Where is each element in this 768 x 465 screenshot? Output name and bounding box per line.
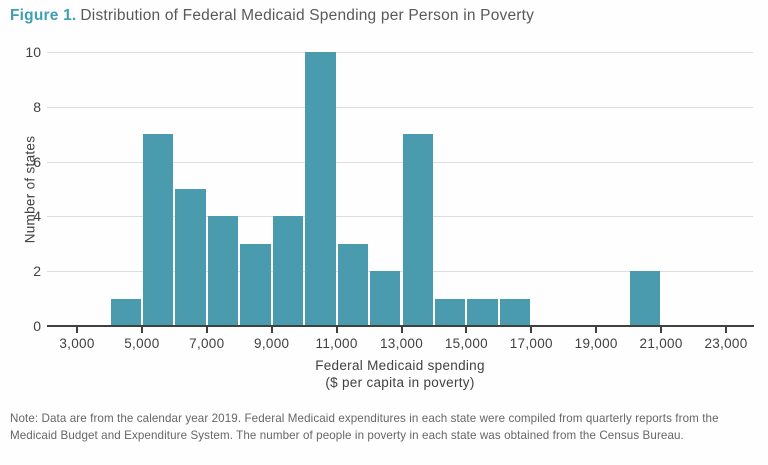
histogram-bar: [207, 216, 239, 326]
figure-title-text: Distribution of Federal Medicaid Spendin…: [80, 7, 535, 24]
x-tick-label: 21,000: [639, 336, 683, 351]
x-tick-mark: [400, 326, 403, 333]
x-tick-label: 7,000: [189, 336, 225, 351]
x-tick-label: 17,000: [509, 336, 553, 351]
x-tick-label: 15,000: [444, 336, 488, 351]
x-tick-mark: [140, 326, 143, 333]
gridline-y8: [47, 106, 753, 108]
gridline-y4: [47, 216, 753, 218]
x-tick-label: 5,000: [124, 336, 160, 351]
y-tick-label: 10: [25, 44, 41, 60]
x-tick-mark: [530, 326, 533, 333]
x-tick-label: 9,000: [254, 336, 290, 351]
histogram-bar: [370, 271, 401, 326]
x-tick-mark: [76, 326, 78, 333]
x-tick-label: 11,000: [315, 336, 358, 351]
x-tick-label: 19,000: [574, 336, 618, 351]
histogram-bar: [240, 243, 271, 326]
histogram-bar: [629, 271, 661, 326]
histogram-bar: [402, 134, 433, 326]
x-tick-mark: [595, 326, 598, 333]
gridline-y10: [47, 52, 753, 53]
note-text: Note: Data are from the calendar year 20…: [10, 412, 719, 442]
figure-label: Figure 1.: [10, 7, 77, 24]
x-tick-label: 13,000: [379, 336, 424, 351]
y-tick-label: 8: [33, 98, 41, 115]
x-axis-title-line2: ($ per capita in poverty): [325, 375, 475, 390]
x-tick-label: 23,000: [704, 336, 748, 351]
x-tick-mark: [205, 326, 208, 333]
x-tick-label: 3,000: [59, 336, 95, 351]
y-tick-label: 2: [33, 263, 41, 280]
histogram-bar: [110, 298, 141, 326]
figure-title: Figure 1. Distribution of Federal Medicai…: [10, 7, 534, 25]
histogram-bar: [142, 134, 174, 326]
histogram-bar: [434, 298, 466, 326]
histogram-bar: [175, 189, 206, 326]
x-axis-title-line1: Federal Medicaid spending: [315, 358, 485, 373]
x-tick-mark: [465, 326, 468, 333]
y-tick-label: 0: [33, 318, 41, 334]
histogram-bar: [305, 52, 336, 326]
x-tick-mark: [660, 326, 663, 333]
histogram-bar: [467, 298, 498, 326]
histogram-bar: [272, 216, 304, 326]
histogram-bar: [337, 243, 368, 326]
y-axis-title: Number of states: [22, 135, 38, 244]
gridline-y6: [47, 161, 753, 163]
x-tick-mark: [270, 326, 273, 333]
y-tick-label: 6: [33, 153, 41, 170]
histogram-bar: [499, 298, 531, 326]
x-tick-mark: [335, 326, 338, 333]
x-tick-mark: [725, 326, 727, 333]
y-tick-label: 4: [33, 208, 41, 225]
